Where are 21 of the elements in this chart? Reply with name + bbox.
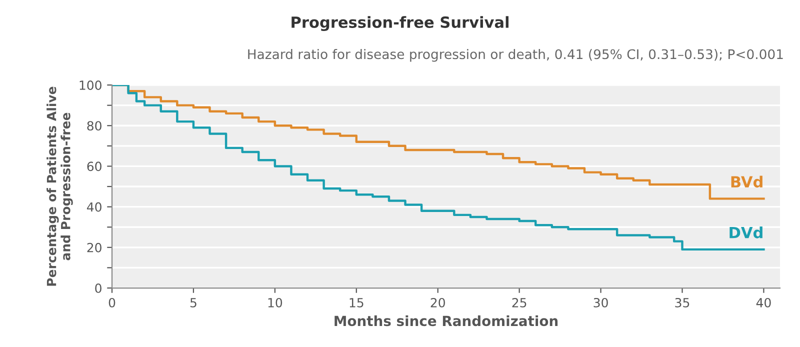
x-tick-label: 0 — [108, 298, 116, 308]
x-tick-label: 5 — [190, 298, 196, 308]
x-tick-label: 30 — [594, 298, 608, 308]
chart-subtitle: Hazard ratio for disease progression or death, 0.41 (95% CI, 0.31–0.53); P<0.001 — [248, 48, 783, 62]
y-tick-label: 0 — [95, 283, 102, 293]
y-tick-label: 80 — [87, 121, 102, 131]
x-tick-label: 25 — [512, 298, 526, 308]
y-tick-label: 100 — [80, 80, 102, 90]
y-axis-title: Percentage of Patients Alive and Progression-free — [46, 86, 73, 286]
series-label: BVd — [731, 176, 762, 188]
series-label: DVd — [730, 226, 762, 238]
x-tick-label: 20 — [430, 298, 445, 308]
y-tick-label: 40 — [86, 202, 102, 212]
x-tick-label: 15 — [350, 298, 364, 308]
x-tick-label: 40 — [756, 298, 771, 308]
x-tick-label: 10 — [268, 298, 282, 308]
y-tick-label: 60 — [87, 162, 102, 172]
x-axis-title: Months since Randomization — [334, 315, 558, 326]
y-tick-label: 20 — [87, 242, 102, 252]
x-tick-label: 35 — [675, 298, 690, 308]
chart-title: Progression-free Survival — [292, 16, 508, 32]
